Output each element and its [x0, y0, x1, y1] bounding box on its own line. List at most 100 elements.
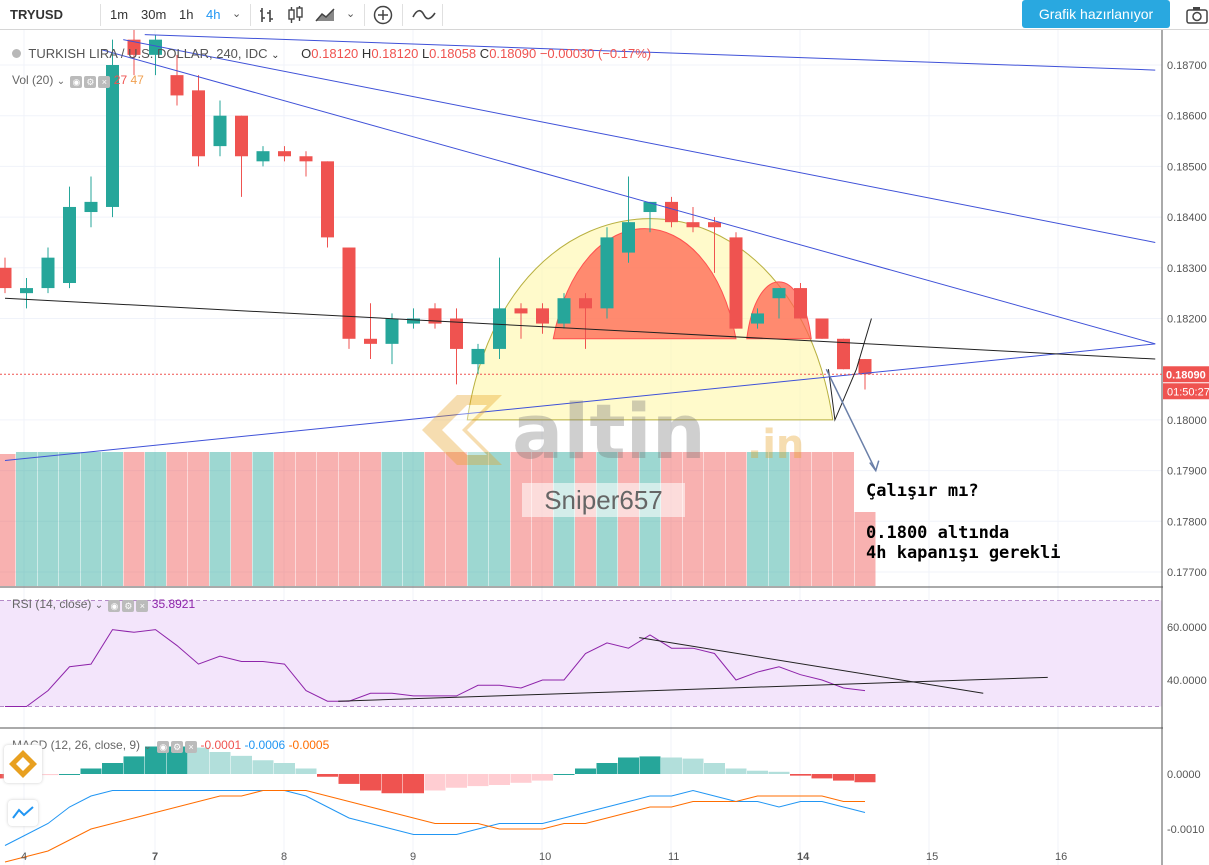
time-tick-label: 16: [1055, 851, 1067, 863]
candle-body: [106, 65, 119, 207]
macd-histogram-bar: [596, 763, 618, 774]
close-icon[interactable]: ×: [185, 740, 198, 753]
chevron-down-icon[interactable]: ⌄: [143, 741, 152, 752]
volume-bar: [403, 452, 424, 586]
rsi-trendline: [338, 676, 1048, 702]
chevron-down-icon[interactable]: ⌄: [94, 600, 104, 611]
annotation-question[interactable]: Çalışır mı?: [866, 481, 979, 501]
eye-icon[interactable]: ◉: [70, 75, 83, 88]
close-icon[interactable]: ×: [136, 599, 149, 612]
price-tick-label: 0.17900: [1167, 466, 1207, 478]
macd-histogram-bar: [682, 758, 704, 774]
toolbar-divider: [250, 4, 251, 26]
macd-histogram-bar: [145, 746, 166, 774]
volume-legend: Vol (20) ⌄ ◉ ⚙ × 27 47: [12, 73, 144, 88]
macd-histogram-bar: [489, 774, 510, 785]
macd-histogram-bar: [639, 756, 661, 774]
toolbar-divider: [100, 4, 101, 26]
close-icon[interactable]: ×: [98, 75, 111, 88]
interval-4h[interactable]: 4h: [206, 7, 221, 22]
compare-wave-icon[interactable]: [411, 0, 437, 29]
candle-body: [837, 338, 850, 370]
time-tick-label: 14: [797, 851, 810, 863]
chevron-down-icon[interactable]: ⌄: [271, 50, 280, 61]
candle-body: [278, 151, 291, 157]
candle-body: [149, 39, 162, 55]
candle-body: [20, 288, 33, 294]
blue-trendline: [101, 49, 1156, 345]
volume-bar: [489, 452, 510, 586]
macd-histogram-bar: [231, 755, 252, 774]
high-label: H: [361, 46, 372, 61]
volume-bar: [424, 452, 446, 586]
rsi-value: 35.8921: [151, 597, 196, 611]
chevron-down-icon[interactable]: ⌄: [346, 8, 356, 20]
candle-body: [557, 298, 571, 324]
candle-body: [815, 318, 829, 339]
interval-1m[interactable]: 1m: [110, 7, 129, 22]
volume-bar: [768, 452, 790, 586]
symbol-search[interactable]: TRYUSD: [10, 7, 63, 22]
close-value: 0.18090: [489, 46, 537, 61]
macd-histogram-bar: [80, 768, 102, 774]
annotation-line1[interactable]: 0.1800 altında: [866, 523, 1010, 543]
macd-histogram-bar: [123, 756, 145, 774]
gear-icon[interactable]: ⚙: [122, 599, 135, 612]
chevron-down-icon[interactable]: ⌄: [232, 8, 242, 20]
annotation-line2[interactable]: 4h kapanışı gerekli: [866, 543, 1061, 563]
rsi-legend: RSI (14, close) ⌄ ◉ ⚙ × 35.8921: [12, 597, 195, 612]
arrow-head: [869, 460, 880, 473]
volume-title[interactable]: Vol (20): [12, 73, 54, 87]
side-logo-icon[interactable]: [4, 745, 42, 783]
macd-histogram-bar: [59, 774, 80, 775]
indicator-controls: ◉ ⚙ ×: [155, 739, 198, 753]
bar-chart-icon[interactable]: [258, 0, 278, 29]
chart-canvas[interactable]: 0.18700 0.18600 0.18500 0.18400 0.18300 0.182…: [0, 30, 1209, 865]
candle-body: [751, 313, 764, 324]
candle-body: [600, 237, 614, 309]
candle-body: [428, 308, 442, 324]
volume-bar: [381, 452, 403, 586]
candle-body: [729, 237, 743, 329]
chevron-down-icon[interactable]: ⌄: [56, 76, 66, 87]
publish-button[interactable]: Grafik hazırlanıyor: [1022, 0, 1170, 28]
time-tick-label: 4: [21, 851, 27, 863]
interval-30m[interactable]: 30m: [141, 7, 167, 22]
volume-bar: [209, 452, 231, 586]
low-value: 0.18058: [429, 46, 477, 61]
macd-histogram-bar: [338, 774, 360, 784]
volume-bar: [811, 452, 833, 586]
macd-value: -0.0006: [244, 738, 286, 752]
volume-bar: [704, 452, 725, 586]
price-tick-label: 0.18500: [1167, 161, 1207, 173]
volume-bar: [80, 452, 102, 586]
open-label: O: [301, 46, 312, 61]
volume-bar: [338, 452, 360, 586]
series-title[interactable]: TURKISH LIRA / U.S. DOLLAR, 240, IDC: [28, 46, 268, 61]
main-legend: TURKISH LIRA / U.S. DOLLAR, 240, IDC ⌄ O…: [12, 46, 651, 61]
side-chart-icon[interactable]: [8, 800, 38, 826]
macd-histogram-bar: [833, 774, 854, 781]
plus-circle-icon[interactable]: [372, 0, 394, 29]
blue-trendline: [4, 343, 1156, 461]
macd-title[interactable]: MACD (12, 26, close, 9): [12, 738, 141, 752]
macd-histogram-bar: [811, 774, 833, 779]
interval-1h[interactable]: 1h: [179, 7, 194, 22]
candle-body: [579, 298, 592, 309]
camera-icon[interactable]: [1186, 0, 1208, 29]
rsi-title[interactable]: RSI (14, close): [12, 597, 92, 611]
last-price-tag: [1163, 366, 1209, 383]
candle-body: [342, 247, 356, 339]
gear-icon[interactable]: ⚙: [84, 75, 97, 88]
eye-icon[interactable]: ◉: [157, 740, 170, 753]
area-chart-icon[interactable]: [314, 0, 338, 29]
gear-icon[interactable]: ⚙: [171, 740, 184, 753]
volume-bar: [790, 452, 811, 586]
time-tick-label: 9: [410, 851, 416, 863]
projection-arrow: [825, 368, 877, 471]
eye-icon[interactable]: ◉: [108, 599, 121, 612]
watermark-logo: altin .in: [412, 387, 804, 476]
signal-line: [4, 790, 865, 863]
volume-bar: [747, 452, 768, 586]
candlestick-icon[interactable]: [286, 0, 306, 29]
